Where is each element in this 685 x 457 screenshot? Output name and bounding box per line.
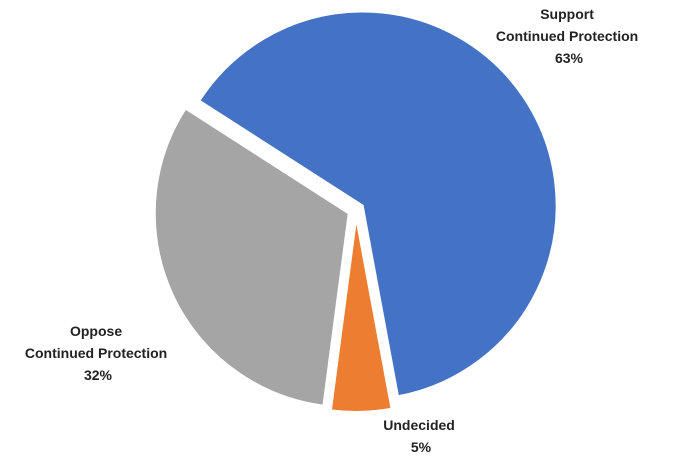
pie-labels: Support Continued Protection 63% Undecid… — [25, 6, 642, 455]
oppose-slice — [153, 107, 350, 407]
pie-slices — [153, 10, 558, 413]
support-label: Support Continued Protection 63% — [496, 6, 642, 66]
undecided-label: Undecided 5% — [383, 417, 458, 455]
oppose-label: Oppose Continued Protection 32% — [25, 323, 171, 383]
support-slice — [198, 10, 558, 398]
undecided-slice — [329, 217, 393, 413]
